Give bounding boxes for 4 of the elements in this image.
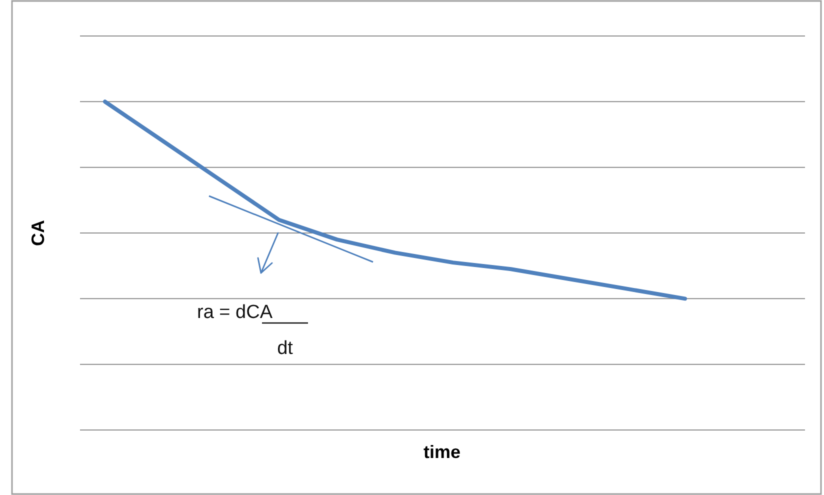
y-axis-title: CA [28, 220, 48, 246]
annotation: dt [277, 338, 294, 359]
x-axis-title: time [423, 442, 461, 462]
annotation: ra = dCA [197, 302, 273, 323]
